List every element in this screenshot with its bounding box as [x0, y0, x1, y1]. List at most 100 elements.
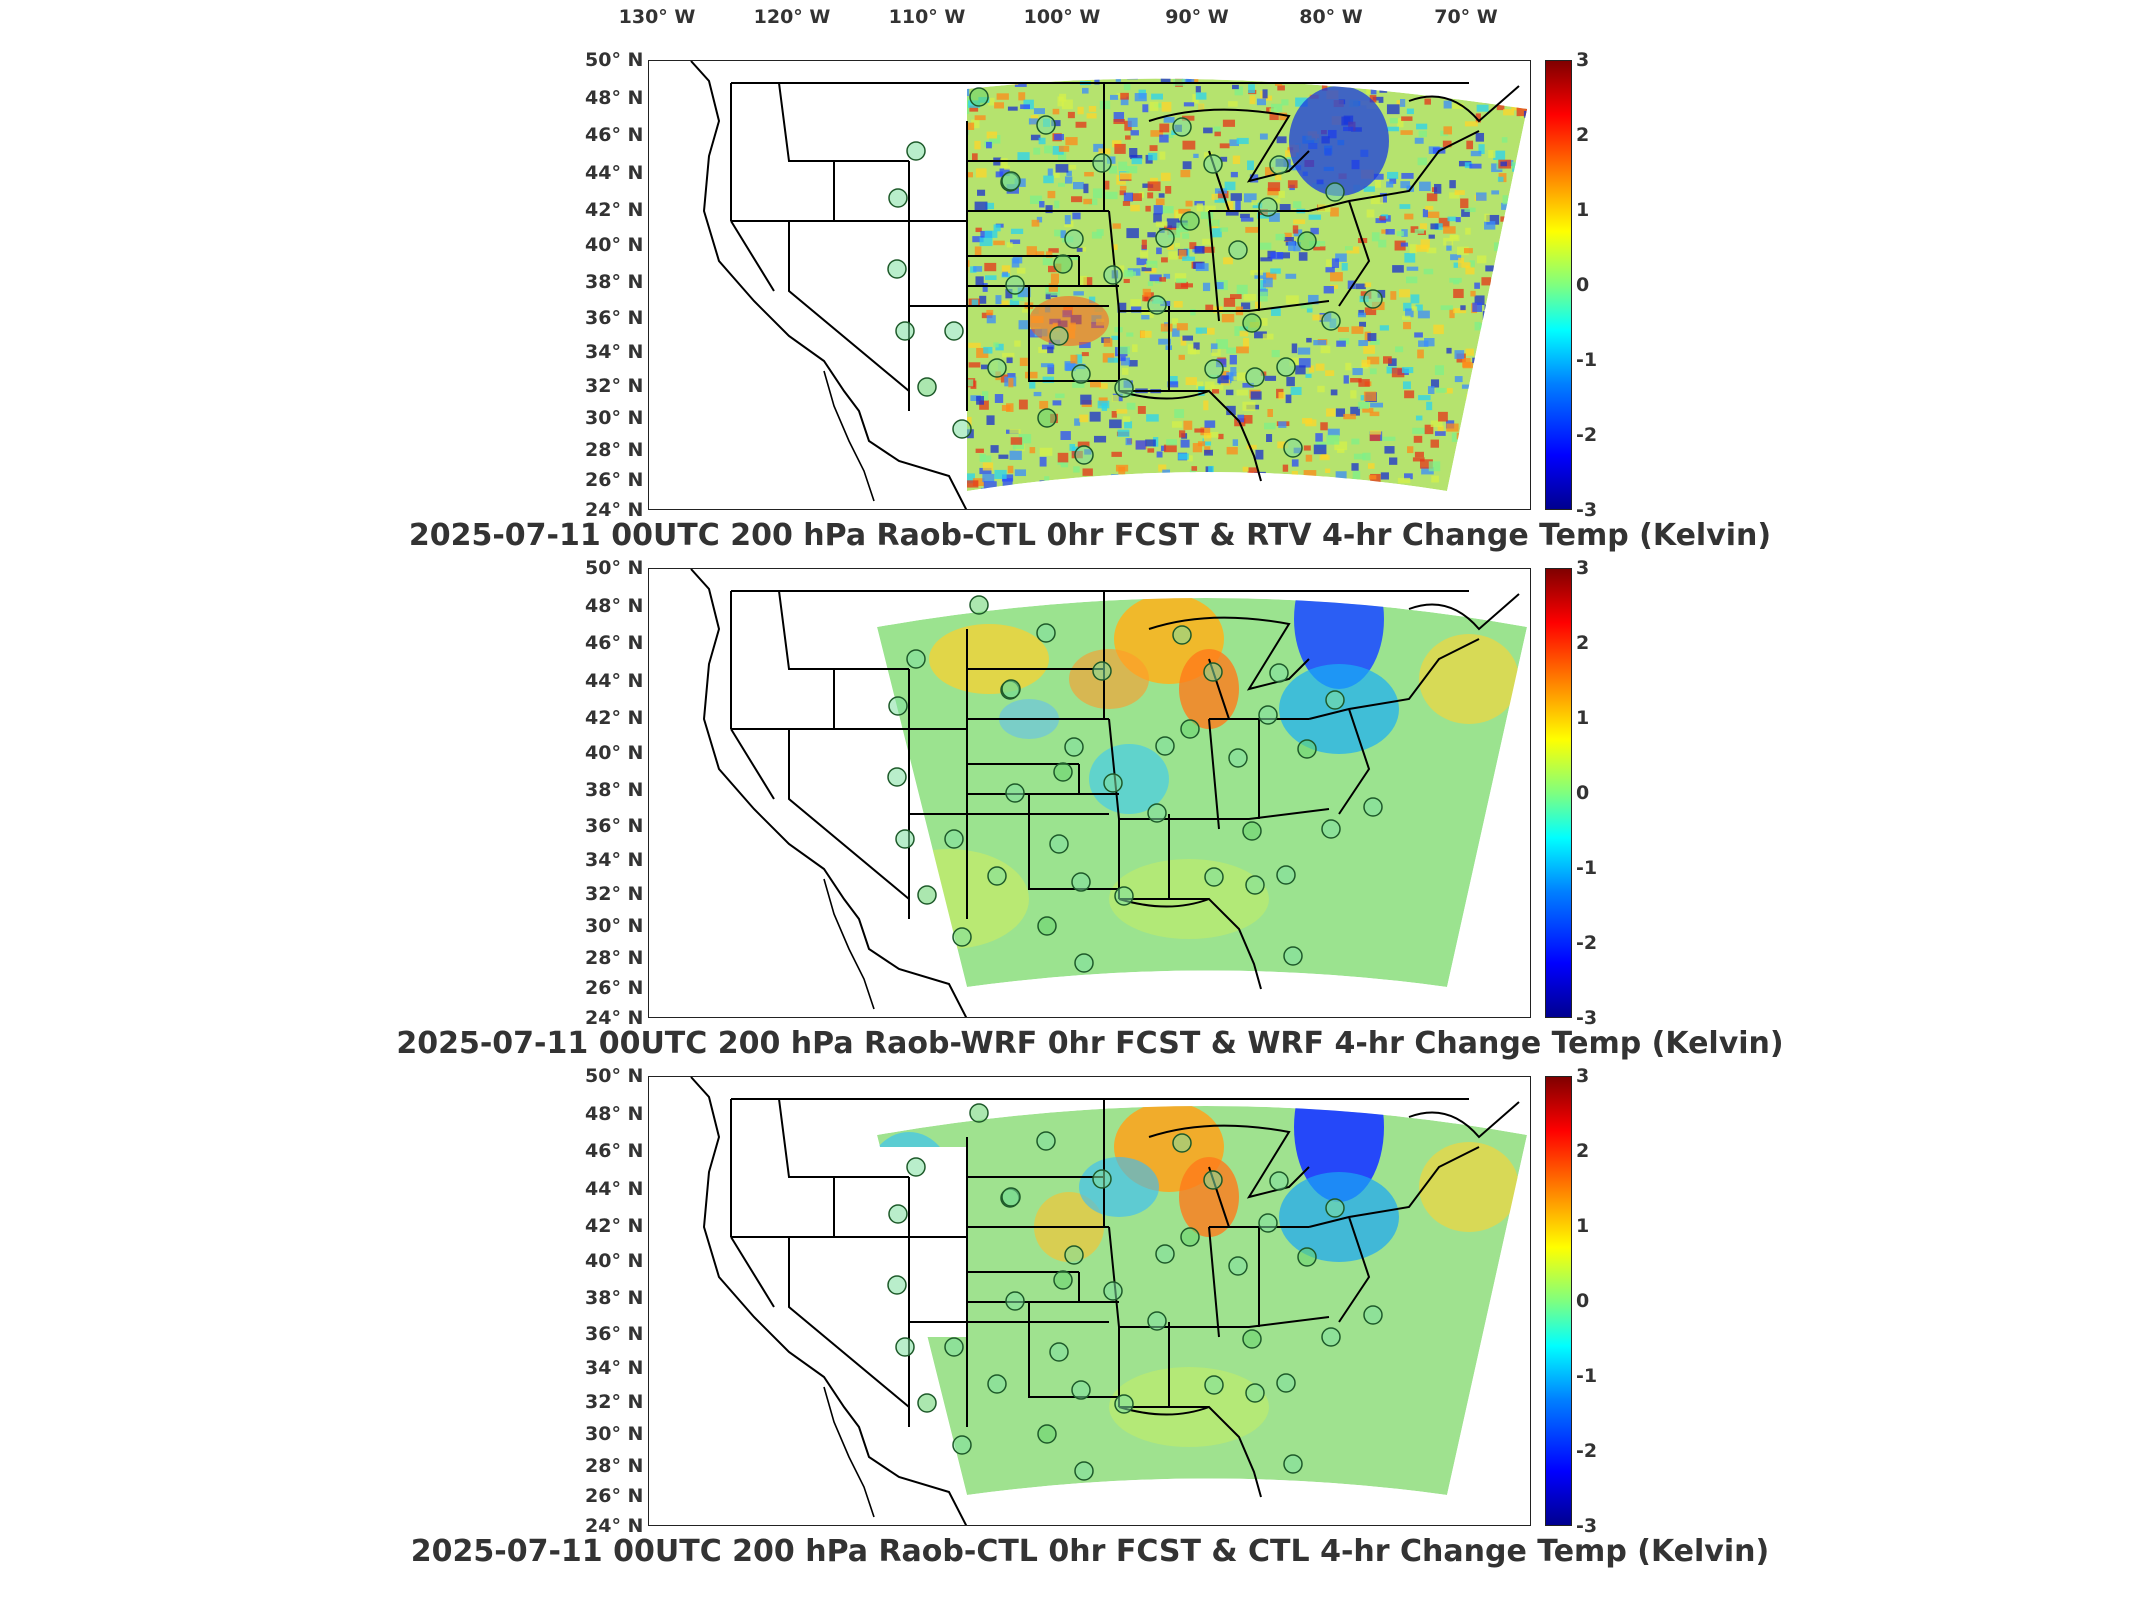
raob-station-marker: [1269, 155, 1289, 175]
raob-station-marker: [917, 885, 937, 905]
raob-station-marker: [1064, 229, 1084, 249]
state-borders: [690, 569, 1520, 1017]
colorbar-tick: 0: [1576, 782, 1590, 804]
raob-station-marker: [906, 141, 926, 161]
colorbar: [1545, 60, 1572, 510]
lat-label: 44° N: [585, 670, 644, 692]
lat-label: 38° N: [585, 1287, 644, 1309]
colorbar-tick: 0: [1576, 274, 1590, 296]
raob-station-marker: [1074, 1461, 1094, 1481]
lat-label: 24° N: [585, 499, 644, 521]
raob-station-marker: [1049, 1342, 1069, 1362]
raob-station-marker: [895, 1337, 915, 1357]
lat-label: 34° N: [585, 1357, 644, 1379]
lat-label: 28° N: [585, 439, 644, 461]
map-plot: [648, 1076, 1531, 1526]
lon-label: 130° W: [618, 6, 696, 28]
raob-station-marker: [1269, 1171, 1289, 1191]
raob-station-marker: [952, 419, 972, 439]
raob-station-marker: [1064, 1245, 1084, 1265]
raob-station-marker: [1114, 1394, 1134, 1414]
lon-label: 70° W: [1434, 6, 1498, 28]
lat-label: 32° N: [585, 883, 644, 905]
lat-label: 50° N: [585, 557, 644, 579]
raob-station-marker: [1297, 1247, 1317, 1267]
lat-label: 48° N: [585, 87, 644, 109]
raob-station-marker: [1228, 748, 1248, 768]
lat-label: 48° N: [585, 595, 644, 617]
lat-label: 42° N: [585, 199, 644, 221]
map-svg: [690, 61, 1527, 509]
raob-station-marker: [944, 321, 964, 341]
raob-station-marker: [895, 321, 915, 341]
lat-label: 26° N: [585, 977, 644, 999]
map-panel-1: 50° N 48° N 46° N 44° N 42° N 40° N 38° N 36° N…: [0, 49, 2133, 560]
raob-station-marker: [1321, 819, 1341, 839]
raob-station-marker: [895, 829, 915, 849]
raob-station-marker: [987, 1374, 1007, 1394]
lat-label: 40° N: [585, 742, 644, 764]
raob-station-marker: [917, 1393, 937, 1413]
raob-station-marker: [1155, 228, 1175, 248]
map-plot: [648, 568, 1531, 1018]
raob-station-marker: [1325, 1198, 1345, 1218]
lon-label: 90° W: [1165, 6, 1229, 28]
colorbar-tick: 2: [1576, 1140, 1590, 1162]
raob-station-marker: [1321, 1327, 1341, 1347]
lat-label: 46° N: [585, 632, 644, 654]
raob-station-marker: [987, 866, 1007, 886]
raob-station-marker: [969, 595, 989, 615]
raob-station-marker: [1283, 438, 1303, 458]
state-borders: [690, 61, 1520, 509]
raob-station-marker: [1053, 254, 1073, 274]
colorbar-tick: 2: [1576, 632, 1590, 654]
raob-station-marker: [1092, 1169, 1112, 1189]
raob-station-marker: [1325, 690, 1345, 710]
raob-station-marker: [1053, 1270, 1073, 1290]
lat-label: 30° N: [585, 915, 644, 937]
raob-station-marker: [1180, 1227, 1200, 1247]
panel-title: 2025-07-11 00UTC 200 hPa Raob-CTL 0hr FC…: [408, 518, 1772, 553]
colorbar-tick: -2: [1576, 932, 1598, 954]
lat-label: 30° N: [585, 1423, 644, 1445]
lat-label: 46° N: [585, 1140, 644, 1162]
lat-label: 42° N: [585, 1215, 644, 1237]
raob-station-marker: [1180, 719, 1200, 739]
raob-station-marker: [1325, 182, 1345, 202]
colorbar-tick: 2: [1576, 124, 1590, 146]
raob-station-marker: [1036, 115, 1056, 135]
raob-station-marker: [1036, 1131, 1056, 1151]
colorbar-tick: -3: [1576, 499, 1598, 521]
raob-station-marker: [1242, 313, 1262, 333]
colorbar-tick: -1: [1576, 857, 1598, 879]
lat-label: 40° N: [585, 234, 644, 256]
raob-station-marker: [987, 358, 1007, 378]
raob-station-marker: [1180, 211, 1200, 231]
raob-station-marker: [1071, 872, 1091, 892]
raob-station-marker: [1001, 171, 1021, 191]
raob-station-marker: [917, 377, 937, 397]
raob-station-marker: [1363, 289, 1383, 309]
temperature-field: [967, 78, 1527, 492]
lat-label: 38° N: [585, 271, 644, 293]
raob-station-marker: [1283, 1454, 1303, 1474]
raob-station-marker: [969, 87, 989, 107]
lon-label: 110° W: [888, 6, 966, 28]
panel-title: 2025-07-11 00UTC 200 hPa Raob-CTL 0hr FC…: [410, 1534, 1770, 1569]
raob-station-marker: [1283, 946, 1303, 966]
raob-station-marker: [1071, 364, 1091, 384]
map-panel-3: 50° N 48° N 46° N 44° N 42° N 40° N 38° N 36° N…: [0, 1065, 2133, 1576]
raob-station-marker: [1037, 408, 1057, 428]
raob-station-marker: [1147, 295, 1167, 315]
lat-label: 34° N: [585, 341, 644, 363]
raob-station-marker: [1242, 821, 1262, 841]
panel-title: 2025-07-11 00UTC 200 hPa Raob-WRF 0hr FC…: [396, 1026, 1784, 1061]
lat-label: 46° N: [585, 124, 644, 146]
raob-station-marker: [1074, 953, 1094, 973]
raob-station-marker: [1204, 1375, 1224, 1395]
raob-station-marker: [952, 927, 972, 947]
colorbar-tick: 3: [1576, 1065, 1590, 1087]
raob-station-marker: [1114, 886, 1134, 906]
lat-label: 44° N: [585, 1178, 644, 1200]
colorbar-tick: 0: [1576, 1290, 1590, 1312]
